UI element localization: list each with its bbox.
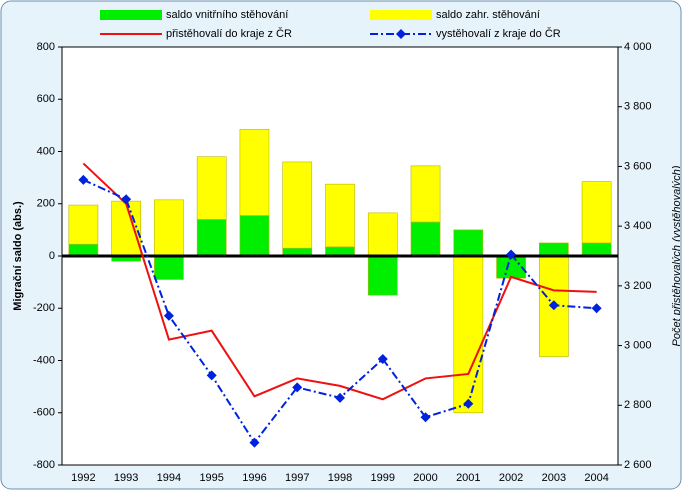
bar bbox=[367, 212, 398, 257]
bar bbox=[453, 229, 484, 257]
bar bbox=[68, 243, 99, 257]
bar bbox=[68, 204, 99, 245]
bar bbox=[539, 242, 569, 257]
y-tick-label: 0 bbox=[49, 250, 55, 262]
legend-label: saldo zahr. stěhování bbox=[436, 9, 540, 21]
marker bbox=[206, 370, 217, 381]
x-tick-label: 1994 bbox=[157, 472, 181, 484]
bar bbox=[196, 219, 227, 257]
x-tick-label: 2004 bbox=[584, 472, 608, 484]
marker bbox=[335, 392, 345, 403]
x-tick-label: 1997 bbox=[285, 472, 309, 484]
x-tick-label: 1998 bbox=[328, 472, 352, 484]
marker bbox=[292, 382, 303, 393]
y-tick-label: -800 bbox=[33, 459, 55, 471]
legend-label: přistěhovalí do kraje z ČR bbox=[166, 27, 292, 40]
x-tick-label: 1995 bbox=[199, 472, 223, 484]
x-tick-label: 1993 bbox=[114, 472, 138, 484]
legend-swatch bbox=[370, 10, 432, 20]
y2-tick-label: 3 400 bbox=[624, 220, 652, 232]
bar bbox=[154, 199, 184, 257]
bar bbox=[325, 183, 355, 248]
x-tick-label: 1999 bbox=[371, 472, 395, 484]
bar bbox=[453, 255, 484, 414]
bar bbox=[410, 165, 441, 223]
bar bbox=[239, 128, 270, 216]
legend-label: saldo vnitřního stěhování bbox=[166, 9, 288, 21]
bar bbox=[282, 161, 313, 249]
legend-swatch bbox=[100, 10, 162, 20]
x-tick-label: 2003 bbox=[542, 472, 566, 484]
marker bbox=[463, 398, 474, 409]
legend-marker bbox=[396, 29, 406, 39]
y-tick-label: -400 bbox=[33, 354, 55, 366]
marker bbox=[548, 300, 559, 311]
bar bbox=[196, 156, 227, 220]
bar bbox=[581, 242, 612, 257]
y-tick-label: 400 bbox=[37, 145, 55, 157]
y-tick-label: 200 bbox=[37, 198, 55, 210]
line bbox=[82, 162, 597, 401]
y-tick-label: 600 bbox=[37, 93, 55, 105]
y2-tick-label: 2 600 bbox=[624, 459, 652, 471]
marker bbox=[78, 174, 89, 185]
marker bbox=[121, 194, 132, 205]
y-tick-label: 800 bbox=[37, 41, 55, 53]
x-tick-label: 2001 bbox=[456, 472, 480, 484]
bar bbox=[581, 181, 612, 244]
x-tick-label: 2002 bbox=[499, 472, 523, 484]
x-tick-label: 1996 bbox=[242, 472, 266, 484]
y2-tick-label: 3 600 bbox=[624, 160, 652, 172]
y2-tick-label: 4 000 bbox=[624, 41, 652, 53]
marker bbox=[249, 437, 260, 448]
marker bbox=[420, 412, 431, 423]
y2-tick-label: 3 200 bbox=[624, 280, 652, 292]
y-tick-label: -200 bbox=[33, 302, 55, 314]
y2-tick-label: 2 800 bbox=[624, 399, 652, 411]
bar bbox=[410, 221, 441, 257]
marker bbox=[377, 354, 388, 365]
x-tick-label: 2000 bbox=[413, 472, 437, 484]
x-tick-label: 1992 bbox=[71, 472, 95, 484]
y2-axis-label: Počet přistěhovalých (vystěhovalých) bbox=[671, 165, 682, 346]
y2-tick-label: 3 000 bbox=[624, 339, 652, 351]
legend-label: vystěhovalí z kraje do ČR bbox=[436, 27, 561, 40]
y2-tick-label: 3 800 bbox=[624, 101, 652, 113]
marker bbox=[591, 303, 602, 314]
y-tick-label: -600 bbox=[33, 407, 55, 419]
bar bbox=[111, 200, 141, 257]
y-axis-label: Migrační saldo (abs.) bbox=[12, 201, 24, 311]
bar bbox=[239, 215, 270, 257]
bar bbox=[367, 255, 398, 296]
marker bbox=[163, 310, 174, 321]
bar bbox=[154, 255, 184, 280]
marker bbox=[506, 249, 517, 260]
